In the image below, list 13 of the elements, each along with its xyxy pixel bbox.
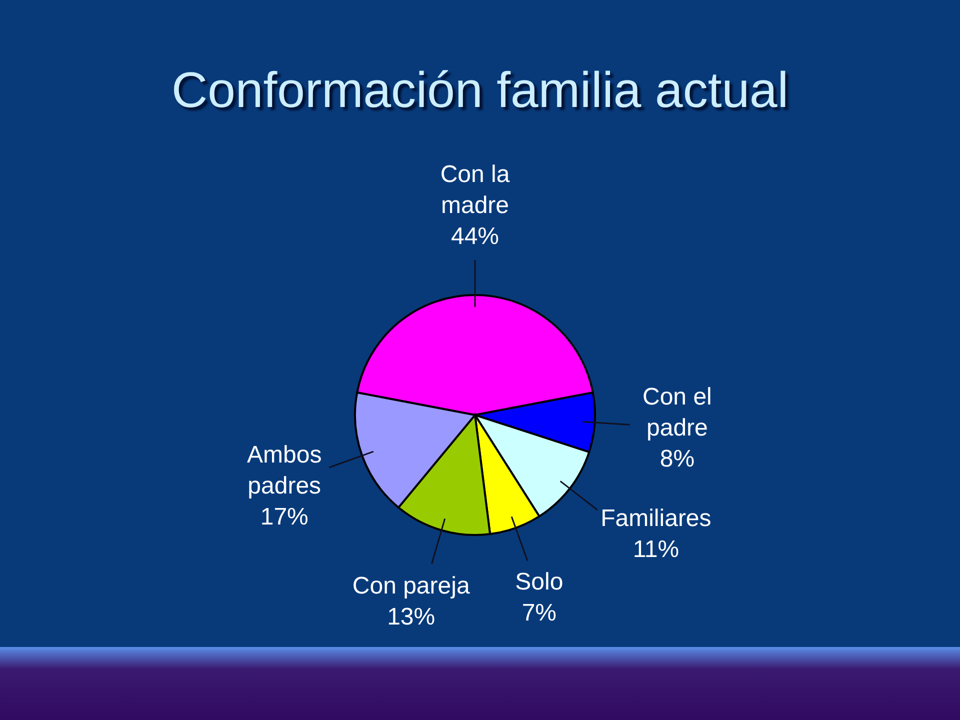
data-label: 8%	[660, 446, 695, 473]
slice-label: Familiares	[600, 504, 712, 532]
slice-label: Ambos padres	[247, 441, 322, 500]
slice-label: Solo	[515, 568, 564, 596]
data-label: 17%	[260, 503, 308, 530]
chart-title: Conformación familia actual	[170, 61, 790, 120]
slice-label: Con pareja	[352, 572, 470, 600]
data-label: 13%	[387, 603, 436, 630]
data-label: 7%	[522, 600, 556, 627]
data-label: 11%	[632, 536, 680, 563]
slice-label: Con el padre	[642, 384, 712, 442]
slice-label: Con la madre	[440, 161, 510, 219]
data-label: 44%	[450, 223, 500, 250]
